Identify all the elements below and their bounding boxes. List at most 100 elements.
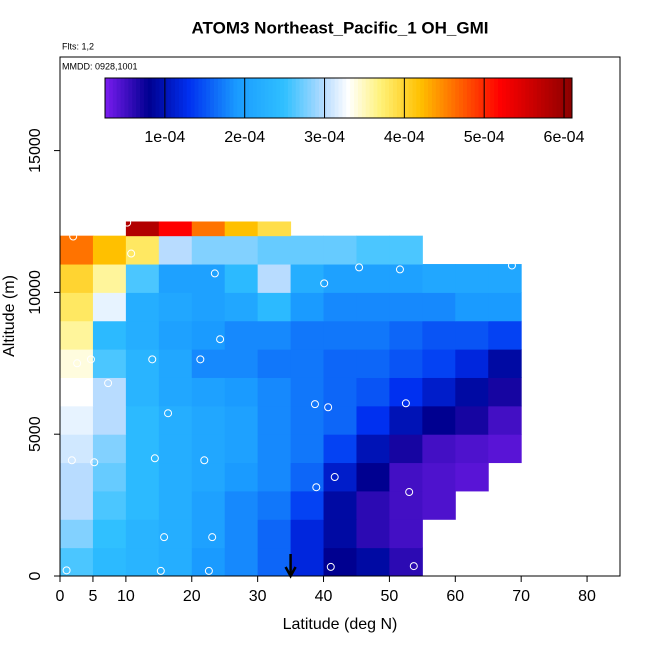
x-tick-label: 30: [249, 588, 267, 605]
heat-cell: [125, 547, 160, 577]
heat-cell: [191, 490, 226, 520]
heat-cell: [356, 235, 390, 265]
colorbar-swatch: [490, 78, 495, 118]
heat-cell: [488, 264, 522, 293]
heat-cell: [125, 462, 160, 492]
heat-cell: [257, 462, 292, 492]
observation-point: [127, 249, 136, 258]
colorbar-swatch: [202, 78, 207, 118]
heat-cell: [257, 320, 292, 350]
colorbar-swatch: [420, 78, 425, 118]
colorbar-swatch: [447, 78, 452, 118]
colorbar-swatch: [175, 78, 180, 118]
observation-point: [196, 355, 205, 364]
colorbar-swatch: [501, 78, 507, 118]
heat-cell: [60, 490, 94, 520]
heat-cell: [224, 490, 259, 520]
heat-cell: [224, 320, 259, 350]
heat-cell: [323, 519, 357, 549]
heat-cell: [92, 490, 127, 520]
heat-cell: [389, 405, 423, 435]
heat-cell: [224, 405, 259, 435]
heat-cell: [125, 292, 160, 322]
heat-cell: [92, 292, 127, 322]
heat-cell: [290, 292, 325, 322]
heat-cell: [257, 235, 292, 265]
chart-title: ATOM3 Northeast_Pacific_1 OH_GMI: [192, 18, 489, 37]
colorbar-swatch: [248, 78, 254, 118]
heat-cell: [389, 547, 423, 577]
heat-cell: [356, 349, 390, 378]
colorbar-swatch: [509, 78, 515, 118]
colorbar-swatch: [311, 78, 316, 118]
observation-point: [69, 232, 78, 241]
colorbar-swatch: [342, 78, 347, 118]
heat-cell: [224, 519, 259, 549]
heat-cell: [389, 349, 423, 378]
heat-cell: [455, 377, 489, 407]
heat-cell: [290, 547, 325, 577]
heat-cell: [290, 519, 325, 549]
heat-cell: [60, 377, 94, 407]
colorbar-swatch: [307, 78, 312, 118]
heat-cell: [257, 264, 292, 293]
observation-point: [442, 253, 451, 262]
heat-cell: [323, 320, 357, 350]
observation-point: [73, 359, 82, 368]
heat-cell: [257, 405, 292, 435]
colorbar-swatch: [217, 78, 223, 118]
heat-cell: [92, 235, 127, 265]
heat-cell: [191, 519, 226, 549]
colorbar-swatch: [350, 78, 355, 118]
colorbar-swatch: [396, 78, 402, 118]
heat-cell: [158, 434, 193, 464]
heat-cell: [389, 235, 423, 265]
colorbar-swatch: [431, 78, 437, 118]
colorbar-swatch: [369, 78, 375, 118]
heat-cell: [356, 292, 390, 322]
heat-cell: [323, 349, 357, 378]
colorbar-swatch: [443, 78, 448, 118]
observation-point: [355, 263, 364, 272]
heat-cell: [60, 292, 94, 322]
x-tick-label: 80: [578, 588, 596, 605]
observation-point: [164, 409, 173, 418]
colorbar-swatch: [560, 78, 565, 118]
colorbar-tick-label: 1e-04: [144, 129, 185, 146]
colorbar-swatch: [521, 78, 526, 118]
heat-cell: [158, 349, 193, 378]
heat-cell: [158, 235, 193, 265]
colorbar-swatch: [373, 78, 378, 118]
colorbar-swatch: [525, 78, 530, 118]
colorbar-swatch: [132, 78, 137, 118]
colorbar-swatch: [389, 78, 394, 118]
colorbar-swatch: [198, 78, 203, 118]
colorbar-swatch: [319, 78, 324, 118]
colorbar-swatch: [136, 78, 141, 118]
colorbar-swatch: [206, 78, 211, 118]
colorbar-swatch: [171, 78, 176, 118]
heat-cell: [356, 490, 390, 520]
observation-point: [67, 456, 76, 465]
colorbar-swatch: [186, 78, 192, 118]
heat-cell: [92, 434, 127, 464]
heat-cell: [191, 235, 226, 265]
colorbar-swatch: [416, 78, 421, 118]
heat-cell: [488, 320, 522, 350]
heat-cell: [191, 405, 226, 435]
colorbar-swatch: [392, 78, 398, 118]
colorbar-tick-label: 2e-04: [224, 129, 265, 146]
heat-cell: [60, 519, 94, 549]
heat-cell: [323, 405, 357, 435]
colorbar-swatch: [105, 78, 110, 118]
colorbar-swatch: [229, 78, 234, 118]
heat-cell: [92, 519, 127, 549]
observation-point: [330, 473, 339, 482]
colorbar-swatch: [163, 78, 168, 118]
heat-cell: [323, 462, 357, 492]
y-axis-label: Altitude (m): [1, 275, 18, 357]
observation-point: [204, 566, 213, 575]
heat-cell: [60, 264, 94, 293]
colorbar-swatch: [564, 78, 569, 118]
heat-cell: [422, 349, 456, 378]
